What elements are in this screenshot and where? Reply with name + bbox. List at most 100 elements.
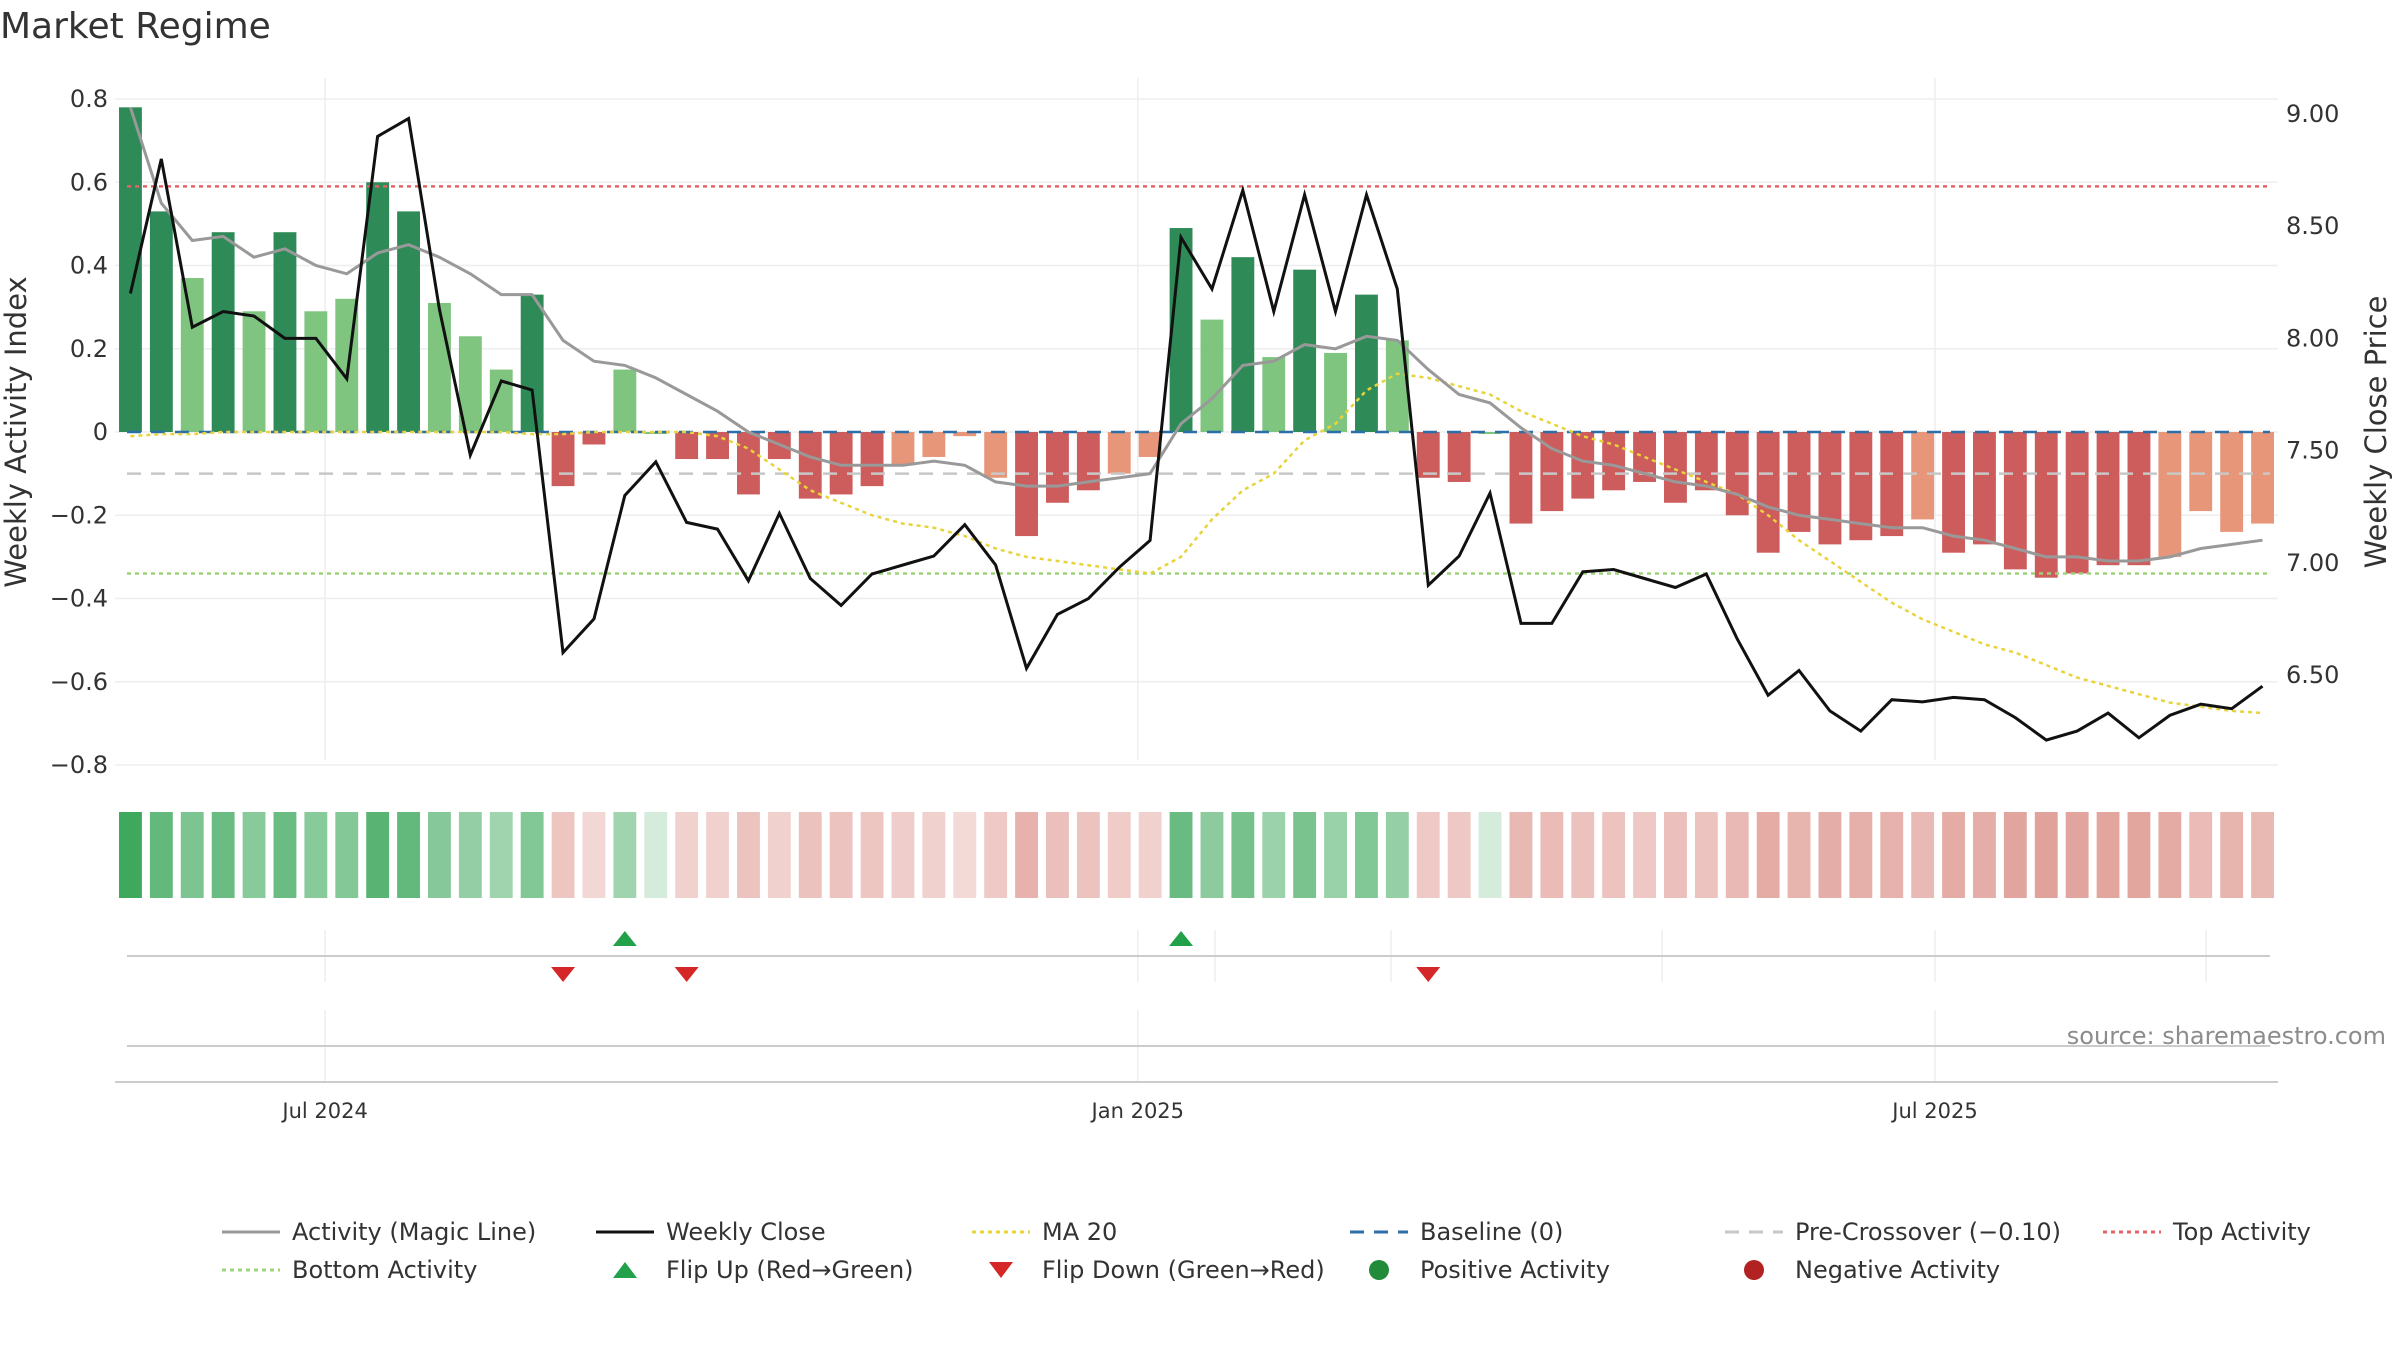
activity-bar — [1478, 432, 1502, 434]
regime-strip-cell — [119, 812, 142, 898]
flip-down-marker — [1416, 967, 1441, 982]
left-axis-tick-label: −0.2 — [50, 501, 108, 529]
regime-strip-cell — [242, 812, 266, 898]
activity-bar — [458, 336, 482, 432]
legend-label: Pre-Crossover (−0.10) — [1795, 1218, 2061, 1246]
regime-strip-cell — [798, 812, 822, 898]
right-axis-tick-label: 7.50 — [2286, 437, 2339, 465]
legend-label: Flip Down (Green→Red) — [1042, 1256, 1325, 1284]
regime-strip-cell — [428, 812, 451, 898]
activity-bar — [1664, 432, 1687, 503]
weekly-close-line — [128, 116, 2264, 742]
regime-strip-cell — [2158, 812, 2182, 898]
legend-label: Activity (Magic Line) — [292, 1218, 536, 1246]
activity-bar — [2034, 432, 2058, 578]
activity-bar — [2127, 432, 2151, 566]
regime-strip-cell — [1169, 812, 1193, 898]
activity-bar — [1293, 269, 1317, 432]
regime-strip-cell — [1756, 812, 1780, 898]
regime-strip-cell — [1973, 812, 1996, 898]
legend-swatch — [1369, 1260, 1389, 1280]
legend-item: Weekly Close — [596, 1218, 826, 1246]
regime-strip-cell — [891, 812, 915, 898]
regime-strip-cell — [984, 812, 1008, 898]
activity-bar — [211, 232, 235, 432]
activity-bar — [891, 432, 915, 466]
regime-strip-cell — [1385, 812, 1409, 898]
activity-bar — [273, 232, 297, 432]
activity-bar — [489, 369, 513, 432]
regime-strip-cell — [335, 812, 359, 898]
regime-strip-cell — [1262, 812, 1286, 898]
activity-bar — [1385, 340, 1409, 432]
activity-bar — [242, 311, 266, 432]
activity-bar — [953, 432, 977, 437]
regime-strip-cell — [1200, 812, 1224, 898]
legend-label: Negative Activity — [1795, 1256, 2000, 1284]
regime-strip-cell — [1324, 812, 1347, 898]
activity-bar — [551, 432, 575, 487]
regime-strip-cell — [2003, 812, 2027, 898]
legend-item: Activity (Magic Line) — [222, 1218, 536, 1246]
activity-bar — [2003, 432, 2027, 570]
regime-strip-cell — [1787, 812, 1811, 898]
flip-down-marker — [674, 967, 699, 982]
activity-bar — [304, 311, 328, 432]
regime-strip-cell — [1694, 812, 1718, 898]
regime-strip-cell — [860, 812, 884, 898]
activity-bar — [1571, 432, 1595, 499]
regime-strip-cell — [1664, 812, 1687, 898]
axes: 0.8 0.6 0.4 0.2 0 −0.2 −0.4 −0.6 −0.8 9.00 8.50 8.0… — [50, 85, 2340, 779]
activity-bar — [520, 294, 544, 432]
activity-bar — [1602, 432, 1626, 491]
regime-strip-cell — [1076, 812, 1100, 898]
legend-item: Top Activity — [2103, 1218, 2311, 1246]
legend-swatch — [989, 1262, 1013, 1278]
ma20-line — [130, 372, 2263, 715]
flip-up-marker — [612, 931, 637, 946]
x-axis-tick-label: Jan 2025 — [1090, 1099, 1185, 1123]
right-axis-tick-label: 8.00 — [2286, 324, 2339, 352]
activity-bar — [1447, 432, 1471, 482]
regime-strip-cell — [1478, 812, 1502, 898]
activity-bar — [1015, 432, 1038, 537]
regime-strip-cell — [644, 812, 668, 898]
activity-bar — [1107, 432, 1131, 474]
regime-strip-cell — [458, 812, 482, 898]
activity-bar — [582, 432, 606, 445]
activity-bar — [675, 432, 699, 460]
activity-bar — [613, 369, 637, 432]
regime-strip-cell — [706, 812, 729, 898]
activity-bar — [1694, 432, 1718, 491]
activity-bar — [1324, 352, 1347, 432]
legend-item: Negative Activity — [1744, 1256, 2000, 1284]
activity-bar — [1076, 432, 1100, 491]
activity-bar — [2220, 432, 2244, 532]
legend-label: Weekly Close — [666, 1218, 826, 1246]
regime-strip-cell — [829, 812, 853, 898]
activity-bar — [2189, 432, 2213, 512]
legend-swatch — [613, 1262, 637, 1278]
regime-strip-cell — [675, 812, 699, 898]
magic-line — [128, 106, 2263, 563]
regime-strip-cell — [767, 812, 791, 898]
legend: Activity (Magic Line) Weekly Close MA 20 Ba… — [222, 1218, 2311, 1284]
activity-bar — [1942, 432, 1965, 553]
regime-strip-cell — [1293, 812, 1317, 898]
activity-bar — [2096, 432, 2120, 566]
activity-bar — [829, 432, 853, 495]
bottom-panel: Jul 2024 Jan 2025 Jul 2025 — [115, 1010, 2278, 1123]
regime-strip-cell — [273, 812, 297, 898]
regime-strip-cell — [1725, 812, 1749, 898]
right-axis-tick-label: 8.50 — [2286, 212, 2339, 240]
left-axis-tick-label: −0.4 — [50, 585, 108, 613]
right-axis-title: Weekly Close Price — [2359, 296, 2393, 569]
regime-strip-cell — [1571, 812, 1595, 898]
regime-strip-cell — [1447, 812, 1471, 898]
regime-strip-cell — [2096, 812, 2120, 898]
chart-title: Market Regime — [0, 6, 271, 47]
right-axis-tick-label: 7.00 — [2286, 549, 2339, 577]
regime-strip-cell — [2065, 812, 2089, 898]
legend-item: MA 20 — [972, 1218, 1117, 1246]
